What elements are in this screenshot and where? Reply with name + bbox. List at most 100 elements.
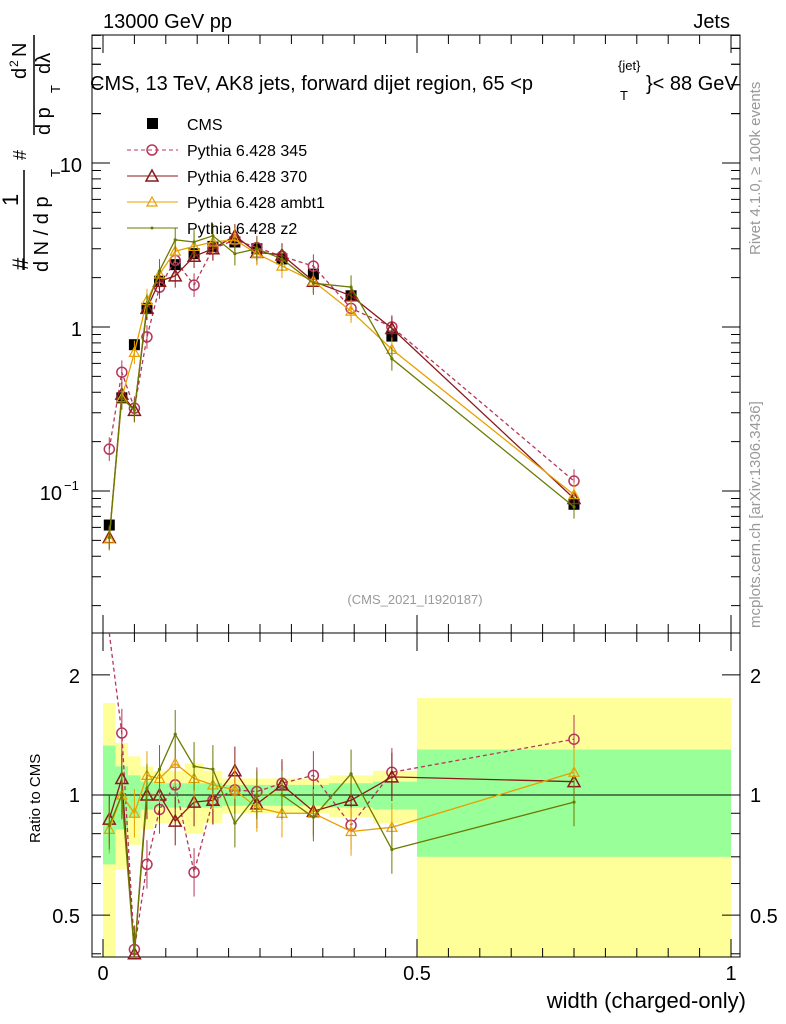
svg-text:N: N bbox=[9, 43, 31, 57]
ratio-series bbox=[102, 632, 582, 960]
point-pythia-6-428-z2 bbox=[211, 234, 215, 238]
axis-ticks bbox=[92, 34, 740, 957]
legend-marker-ambt1 bbox=[145, 195, 159, 207]
header-left: 13000 GeV pp bbox=[103, 11, 232, 33]
ratio-point-pythia-6-428-ambt1 bbox=[345, 825, 358, 837]
analysis-id: (CMS_2021_I1920187) bbox=[347, 592, 482, 607]
rivet-label: Rivet 4.1.0, ≥ 100k events bbox=[747, 82, 764, 255]
legend-marker-345 bbox=[146, 144, 158, 156]
point-pythia-6-428-z2 bbox=[390, 357, 394, 361]
ratio-point-pythia-6-428-370 bbox=[384, 769, 400, 783]
point-pythia-6-428-z2 bbox=[132, 408, 136, 413]
xtick-05: 0.5 bbox=[403, 963, 431, 985]
point-pythia-6-428-370 bbox=[384, 320, 400, 335]
svg-text:d N / d p: d N / d p bbox=[31, 196, 53, 272]
point-pythia-6-428-z2 bbox=[280, 257, 284, 261]
ratio-point-pythia-6-428-z2 bbox=[280, 793, 284, 797]
svg-text:d p: d p bbox=[33, 107, 55, 135]
title-sup: {jet} bbox=[618, 58, 641, 73]
ratio-point-pythia-6-428-ambt1 bbox=[228, 783, 241, 795]
ratio-point-pythia-6-428-z2 bbox=[390, 847, 394, 852]
point-pythia-6-428-z2 bbox=[349, 285, 353, 289]
ytick-1: 1 bbox=[71, 319, 82, 341]
svg-text:1: 1 bbox=[0, 194, 23, 206]
point-pythia-6-428-z2 bbox=[255, 247, 259, 251]
band-inner bbox=[373, 781, 417, 810]
svg-text:T: T bbox=[48, 85, 63, 93]
point-pythia-6-428-z2 bbox=[173, 238, 177, 242]
legend-marker-z2 bbox=[150, 226, 154, 230]
mcplots-label: mcplots.cern.ch [arXiv:1306.3436] bbox=[747, 401, 764, 628]
plot-title: CMS, 13 TeV, AK8 jets, forward dijet reg… bbox=[90, 73, 533, 95]
ratio-uncertainty-bands bbox=[103, 698, 731, 957]
series-line-pythia-6-428-ambt1 bbox=[108, 239, 575, 540]
main-series bbox=[102, 223, 582, 551]
point-pythia-6-428-z2 bbox=[572, 505, 576, 509]
svg-text:2: 2 bbox=[7, 60, 21, 67]
ratio-point-pythia-6-428-z2 bbox=[572, 800, 576, 804]
ratio-point-pythia-6-428-345 bbox=[307, 769, 320, 782]
main-ylabel: # 1 d N / d p T # d 2 N d p T dλ bbox=[0, 35, 63, 272]
ratio-point-pythia-6-428-370 bbox=[343, 792, 359, 807]
ratio-point-pythia-6-428-z2 bbox=[107, 823, 111, 827]
rtick-1-left: 1 bbox=[69, 785, 80, 807]
point-pythia-6-428-z2 bbox=[233, 252, 237, 256]
point-pythia-6-428-z2 bbox=[157, 269, 162, 273]
ratio-point-pythia-6-428-z2 bbox=[255, 793, 259, 797]
xtick-1: 1 bbox=[725, 963, 736, 985]
point-pythia-6-428-z2 bbox=[192, 240, 196, 244]
ratio-point-pythia-6-428-z2 bbox=[233, 821, 237, 825]
ratio-point-pythia-6-428-z2 bbox=[145, 786, 149, 790]
svg-text:#: # bbox=[10, 150, 30, 160]
xtick-0: 0 bbox=[97, 963, 108, 985]
ratio-point-pythia-6-428-z2 bbox=[192, 764, 196, 768]
point-pythia-6-428-345 bbox=[188, 279, 200, 291]
legend-marker-370 bbox=[144, 168, 160, 182]
ratio-point-pythia-6-428-370 bbox=[127, 946, 142, 960]
svg-text:d: d bbox=[9, 68, 31, 79]
ratio-point-pythia-6-428-345 bbox=[188, 866, 200, 879]
ratio-point-pythia-6-428-z2 bbox=[132, 952, 136, 956]
point-pythia-6-428-z2 bbox=[145, 304, 149, 308]
ratio-point-pythia-6-428-345 bbox=[116, 727, 128, 739]
ratio-point-pythia-6-428-z2 bbox=[349, 772, 353, 776]
ratio-point-pythia-6-428-370 bbox=[167, 813, 183, 827]
header-right: Jets bbox=[693, 11, 730, 33]
rtick-2-right: 2 bbox=[750, 666, 761, 688]
ratio-point-pythia-6-428-z2 bbox=[173, 732, 177, 736]
point-pythia-6-428-345 bbox=[103, 443, 116, 455]
legend: CMS Pythia 6.428 345 Pythia 6.428 370 Py… bbox=[127, 117, 325, 238]
ratio-point-pythia-6-428-z2 bbox=[311, 815, 315, 819]
series-line-pythia-6-428-345 bbox=[108, 239, 575, 482]
x-axis-label: width (charged-only) bbox=[546, 988, 746, 1013]
ratio-point-pythia-6-428-ambt1 bbox=[169, 757, 182, 769]
title-main: CMS, 13 TeV, AK8 jets, forward dijet reg… bbox=[90, 73, 533, 95]
ratio-ylabel: Ratio to CMS bbox=[27, 754, 44, 843]
legend-label-ambt1: Pythia 6.428 ambt1 bbox=[187, 195, 325, 212]
title-tail: }< 88 GeV bbox=[646, 73, 738, 95]
rtick-1-right: 1 bbox=[750, 785, 761, 807]
ratio-point-pythia-6-428-ambt1 bbox=[567, 766, 581, 777]
point-pythia-6-428-z2 bbox=[120, 396, 124, 400]
cms-point bbox=[103, 519, 115, 531]
ytick-10: 10 bbox=[60, 155, 82, 177]
rtick-2-left: 2 bbox=[69, 666, 80, 688]
title-sub: T bbox=[620, 88, 628, 103]
rtick-05-left: 0.5 bbox=[52, 906, 80, 928]
legend-label-345: Pythia 6.428 345 bbox=[187, 143, 307, 160]
point-pythia-6-428-370 bbox=[186, 248, 202, 263]
ratio-point-pythia-6-428-ambt1 bbox=[128, 807, 141, 818]
point-pythia-6-428-ambt1 bbox=[128, 346, 141, 358]
point-pythia-6-428-370 bbox=[167, 268, 183, 282]
svg-text:dλ: dλ bbox=[33, 53, 55, 74]
legend-label-z2: Pythia 6.428 z2 bbox=[187, 221, 297, 238]
svg-text:T: T bbox=[48, 169, 63, 177]
point-pythia-6-428-ambt1 bbox=[345, 304, 358, 316]
ratio-point-pythia-6-428-370 bbox=[186, 794, 202, 808]
svg-text:#: # bbox=[8, 257, 33, 270]
point-pythia-6-428-345 bbox=[141, 331, 153, 343]
legend-marker-cms bbox=[147, 118, 158, 129]
point-pythia-6-428-z2 bbox=[311, 281, 315, 285]
point-pythia-6-428-345 bbox=[116, 366, 128, 378]
